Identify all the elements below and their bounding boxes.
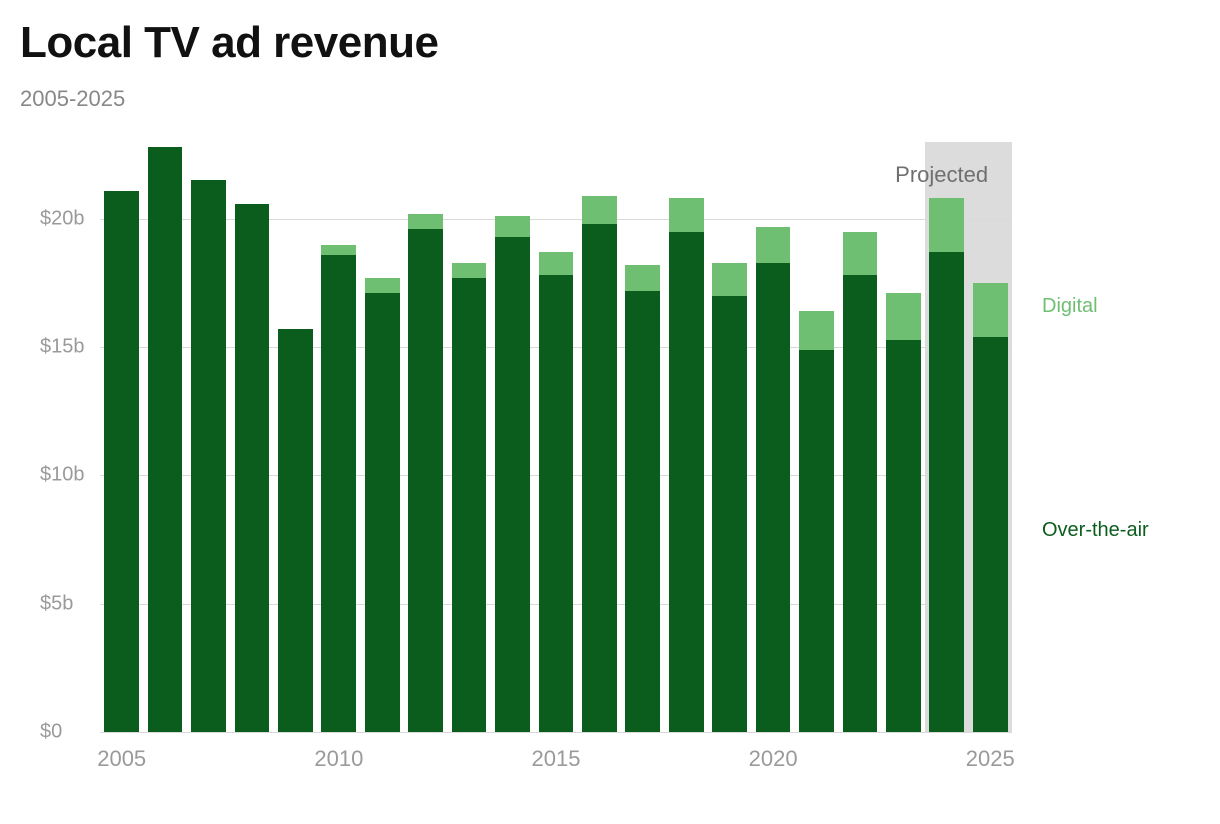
y-tick-label: $10b [40, 464, 85, 487]
chart-container: 20052010201520202025 $0$5b$10b$15b$20bOv… [20, 132, 1200, 772]
bar-segment-digital [712, 263, 747, 296]
projected-label: Projected [895, 162, 988, 188]
x-tick-label: 2025 [966, 746, 1015, 772]
bar-segment-over_the_air [539, 275, 574, 732]
legend-label-digital: Digital [1042, 295, 1098, 318]
bar-segment-over_the_air [235, 204, 270, 732]
bar-segment-digital [408, 214, 443, 229]
bar-slot [534, 142, 577, 732]
bar-segment-digital [929, 198, 964, 252]
bar-segment-digital [886, 293, 921, 339]
bar-segment-digital [321, 245, 356, 255]
chart-subtitle: 2005-2025 [20, 86, 1200, 112]
bar-segment-over_the_air [843, 275, 878, 732]
bar-segment-over_the_air [278, 329, 313, 732]
bar-slot [578, 142, 621, 732]
bar-slot [795, 142, 838, 732]
bar-slot [187, 142, 230, 732]
bars-layer [100, 142, 1012, 732]
chart-title: Local TV ad revenue [20, 18, 1200, 68]
x-tick-label: 2015 [532, 746, 581, 772]
bar-slot [708, 142, 751, 732]
bar-segment-over_the_air [973, 337, 1008, 732]
bar-segment-over_the_air [495, 237, 530, 732]
bar-segment-digital [582, 196, 617, 224]
bar-slot [447, 142, 490, 732]
bar-segment-over_the_air [452, 278, 487, 732]
x-tick-label: 2020 [749, 746, 798, 772]
bar-segment-digital [669, 198, 704, 231]
bar-segment-digital [539, 252, 574, 275]
x-tick-label: 2010 [314, 746, 363, 772]
bar-slot [665, 142, 708, 732]
bar-segment-digital [843, 232, 878, 276]
bar-segment-over_the_air [929, 252, 964, 732]
y-tick-label: $0 [40, 721, 62, 744]
bar-slot [491, 142, 534, 732]
bar-segment-over_the_air [191, 180, 226, 732]
bar-segment-digital [973, 283, 1008, 337]
bar-slot [969, 142, 1012, 732]
bar-segment-over_the_air [582, 224, 617, 732]
bar-segment-over_the_air [104, 191, 139, 732]
bar-segment-over_the_air [756, 263, 791, 732]
x-tick-label: 2005 [97, 746, 146, 772]
bar-segment-digital [495, 216, 530, 237]
bar-segment-digital [365, 278, 400, 293]
y-tick-label: $5b [40, 592, 73, 615]
bar-slot [404, 142, 447, 732]
plot-area: 20052010201520202025 [100, 142, 1012, 732]
gridline [100, 732, 1012, 733]
bar-slot [751, 142, 794, 732]
bar-segment-over_the_air [148, 147, 183, 732]
bar-segment-over_the_air [799, 350, 834, 732]
y-tick-label: $15b [40, 336, 85, 359]
bar-segment-over_the_air [408, 229, 443, 732]
bar-segment-over_the_air [625, 291, 660, 732]
bar-segment-digital [799, 311, 834, 349]
bar-segment-over_the_air [712, 296, 747, 732]
bar-slot [317, 142, 360, 732]
bar-slot [100, 142, 143, 732]
bar-segment-digital [452, 263, 487, 278]
y-tick-label: $20b [40, 207, 85, 230]
bar-segment-digital [625, 265, 660, 291]
bar-slot [274, 142, 317, 732]
bar-slot [882, 142, 925, 732]
bar-segment-over_the_air [365, 293, 400, 732]
bar-segment-over_the_air [886, 340, 921, 732]
bar-segment-over_the_air [669, 232, 704, 732]
bar-slot [621, 142, 664, 732]
bar-segment-digital [756, 227, 791, 263]
bar-slot [838, 142, 881, 732]
bar-slot [361, 142, 404, 732]
bar-slot [925, 142, 968, 732]
legend-label-over_the_air: Over-the-air [1042, 519, 1149, 542]
bar-segment-over_the_air [321, 255, 356, 732]
bar-slot [230, 142, 273, 732]
bar-slot [143, 142, 186, 732]
